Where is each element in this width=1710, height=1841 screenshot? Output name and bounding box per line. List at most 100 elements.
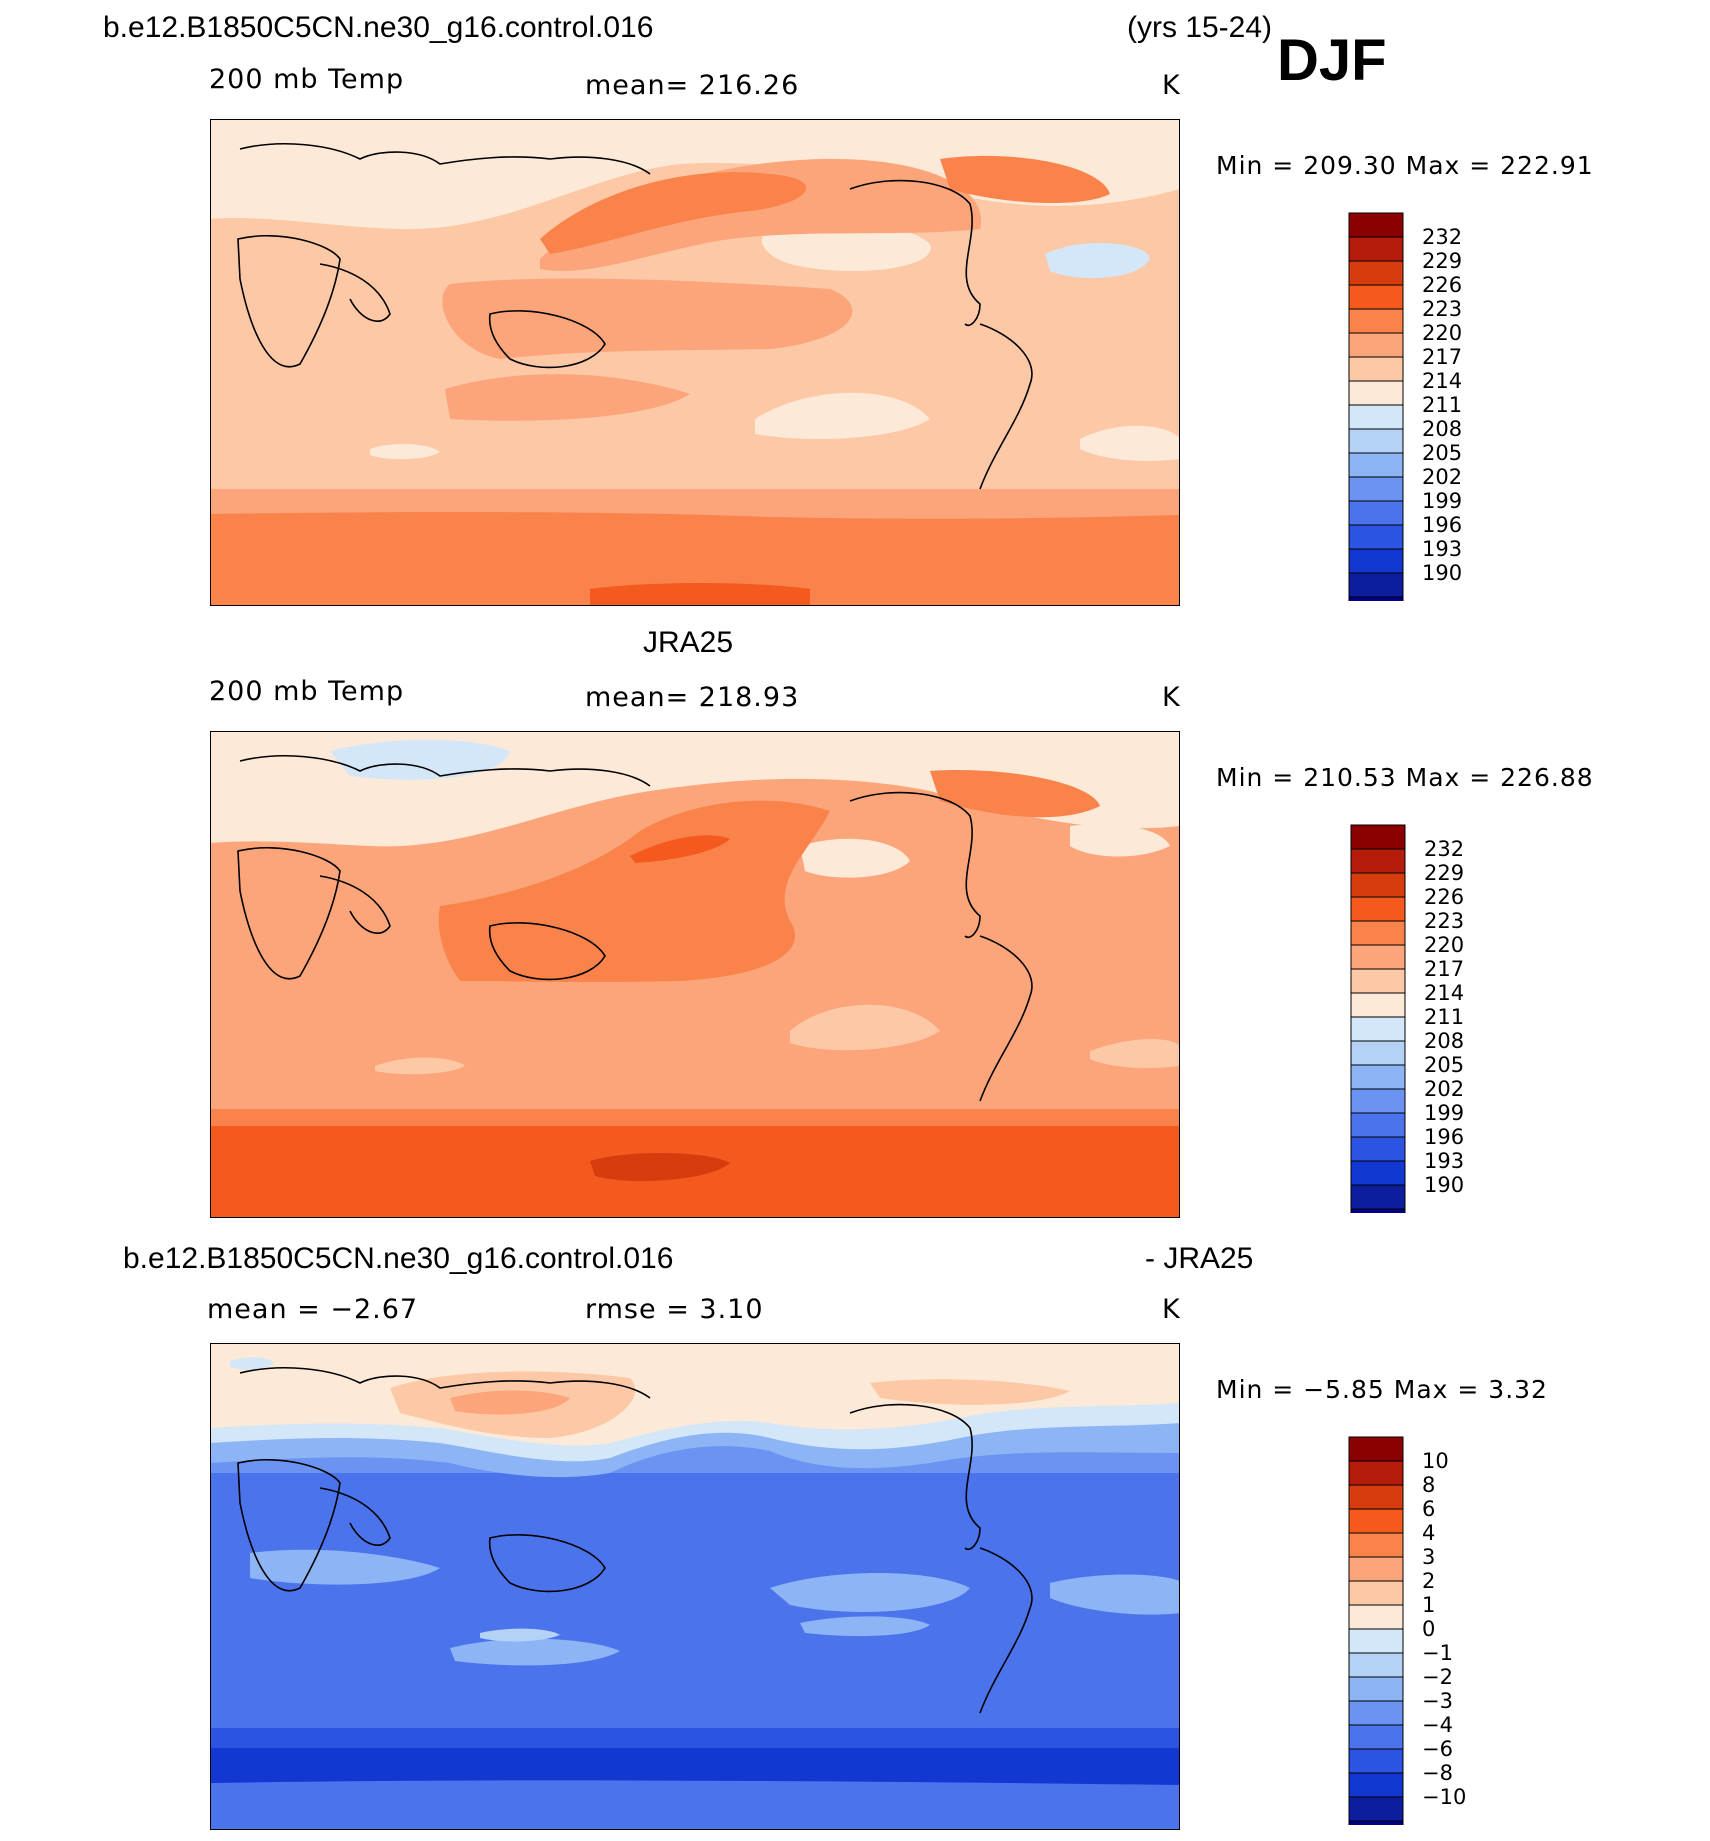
colorbar-swatch-0-10 (1348, 452, 1404, 478)
colorbar-label: 232 (1424, 837, 1465, 861)
p2-atlantic (1070, 824, 1170, 857)
p3-sh-light4 (450, 1638, 620, 1666)
colorbar-label: 193 (1424, 1149, 1465, 1173)
p3-sh-light3 (1050, 1574, 1180, 1615)
colorbar-swatch-0-13 (1348, 524, 1404, 550)
p2-sh-light1 (790, 1004, 940, 1051)
panel3-mean: mean = −2.67 (207, 1294, 419, 1325)
p2-jet-core (630, 835, 730, 863)
p1-atlantic-blue (1045, 242, 1150, 279)
colorbar-swatch-1-15 (1350, 1184, 1406, 1210)
years-label: (yrs 15-24) (1127, 11, 1273, 44)
colorbar-label: −4 (1422, 1713, 1453, 1737)
panel2-units: K (1162, 682, 1181, 713)
colorbar-swatch-0-0 (1348, 212, 1404, 238)
colorbar-swatch-0-7 (1348, 380, 1404, 406)
p3-coastlines (237, 1367, 1033, 1714)
colorbar-label: 190 (1424, 1173, 1465, 1197)
colorbar-label: 208 (1424, 1029, 1465, 1053)
colorbar-swatch-0-9 (1348, 428, 1404, 454)
colorbar-swatch-0-12 (1348, 500, 1404, 526)
colorbar-swatch-0-11 (1348, 476, 1404, 502)
colorbar-swatch-1-2 (1350, 872, 1406, 898)
panel3-units: K (1162, 1294, 1181, 1325)
colorbar-label: 223 (1422, 297, 1463, 321)
colorbar-swatch-0-8 (1348, 404, 1404, 430)
colorbar-label: 211 (1424, 1005, 1465, 1029)
colorbar-label: 229 (1424, 861, 1465, 885)
panel1-units: K (1162, 70, 1181, 101)
panel3-min-max: Min = −5.85 Max = 3.32 (1216, 1375, 1548, 1404)
p3-south-light (210, 1780, 1180, 1830)
colorbar-swatch-0-1 (1348, 236, 1404, 262)
panel1-frame (210, 119, 1180, 606)
p3-sh-light1 (250, 1549, 440, 1585)
colorbar-swatch-0-16 (1348, 596, 1404, 601)
p2-siberia-blue (330, 739, 510, 780)
colorbar-label: 193 (1422, 537, 1463, 561)
colorbar-label: 217 (1424, 957, 1465, 981)
p2-sh-light2 (375, 1057, 465, 1075)
colorbar-swatch-2-5 (1348, 1556, 1404, 1582)
colorbar-label: 226 (1424, 885, 1465, 909)
colorbar-swatch-1-5 (1350, 944, 1406, 970)
panel2-min-max: Min = 210.53 Max = 226.88 (1216, 763, 1594, 792)
colorbar-swatch-0-4 (1348, 308, 1404, 334)
colorbar-swatch-2-15 (1348, 1796, 1404, 1822)
p3-sh-light2 (770, 1573, 970, 1612)
colorbar-swatch-2-8 (1348, 1628, 1404, 1654)
colorbar-swatch-0-2 (1348, 260, 1404, 286)
panel2-colorbar (1350, 824, 1406, 1213)
colorbar-label: −3 (1422, 1689, 1453, 1713)
colorbar-label: 211 (1422, 393, 1463, 417)
panel2-mean: mean= 218.93 (585, 682, 800, 713)
colorbar-swatch-0-15 (1348, 572, 1404, 598)
colorbar-label: 205 (1424, 1053, 1465, 1077)
panel2-title: JRA25 (643, 626, 734, 659)
colorbar-label: 196 (1424, 1125, 1465, 1149)
p1-warm-tongue (540, 158, 982, 272)
p1-jet (540, 172, 807, 254)
colorbar-swatch-2-11 (1348, 1700, 1404, 1726)
p1-south-band3 (590, 583, 810, 606)
colorbar-label: 3 (1422, 1545, 1436, 1569)
p1-tropics (442, 278, 853, 359)
p1-sw-pacific (445, 374, 690, 421)
colorbar-label: −8 (1422, 1761, 1453, 1785)
panel3-colorbar (1348, 1436, 1404, 1825)
panel1-field-label: 200 mb Temp (209, 64, 405, 95)
colorbar-swatch-1-13 (1350, 1136, 1406, 1162)
colorbar-label: 0 (1422, 1617, 1436, 1641)
colorbar-swatch-2-16 (1348, 1820, 1404, 1825)
colorbar-label: −10 (1422, 1785, 1467, 1809)
colorbar-label: 202 (1424, 1077, 1465, 1101)
colorbar-swatch-0-6 (1348, 356, 1404, 382)
panel3-map (210, 1343, 1180, 1830)
colorbar-label: 196 (1422, 513, 1463, 537)
colorbar-label: 220 (1424, 933, 1465, 957)
colorbar-swatch-2-9 (1348, 1652, 1404, 1678)
colorbar-label: 4 (1422, 1521, 1436, 1545)
colorbar-swatch-1-14 (1350, 1160, 1406, 1186)
p1-coastlines (237, 143, 1033, 490)
colorbar-swatch-1-6 (1350, 968, 1406, 994)
colorbar-swatch-1-16 (1350, 1208, 1406, 1213)
colorbar-swatch-2-14 (1348, 1772, 1404, 1798)
colorbar-swatch-1-12 (1350, 1112, 1406, 1138)
panel3-rmse: rmse = 3.10 (585, 1294, 764, 1325)
colorbar-swatch-2-7 (1348, 1604, 1404, 1630)
p1-na-warm (940, 155, 1110, 204)
case-title: b.e12.B1850C5CN.ne30_g16.control.016 (103, 11, 654, 44)
colorbar-swatch-0-14 (1348, 548, 1404, 574)
colorbar-swatch-2-10 (1348, 1676, 1404, 1702)
season-label: DJF (1277, 28, 1387, 93)
colorbar-swatch-1-8 (1350, 1016, 1406, 1042)
p3-sh-light5 (480, 1628, 560, 1642)
panel3-frame (210, 1343, 1180, 1830)
p2-sh-light3 (1090, 1039, 1180, 1069)
colorbar-label: 1 (1422, 1593, 1436, 1617)
p1-sh-light1 (755, 392, 930, 439)
colorbar-swatch-2-13 (1348, 1748, 1404, 1774)
p1-sh-light3 (370, 443, 440, 460)
colorbar-swatch-2-0 (1348, 1436, 1404, 1462)
